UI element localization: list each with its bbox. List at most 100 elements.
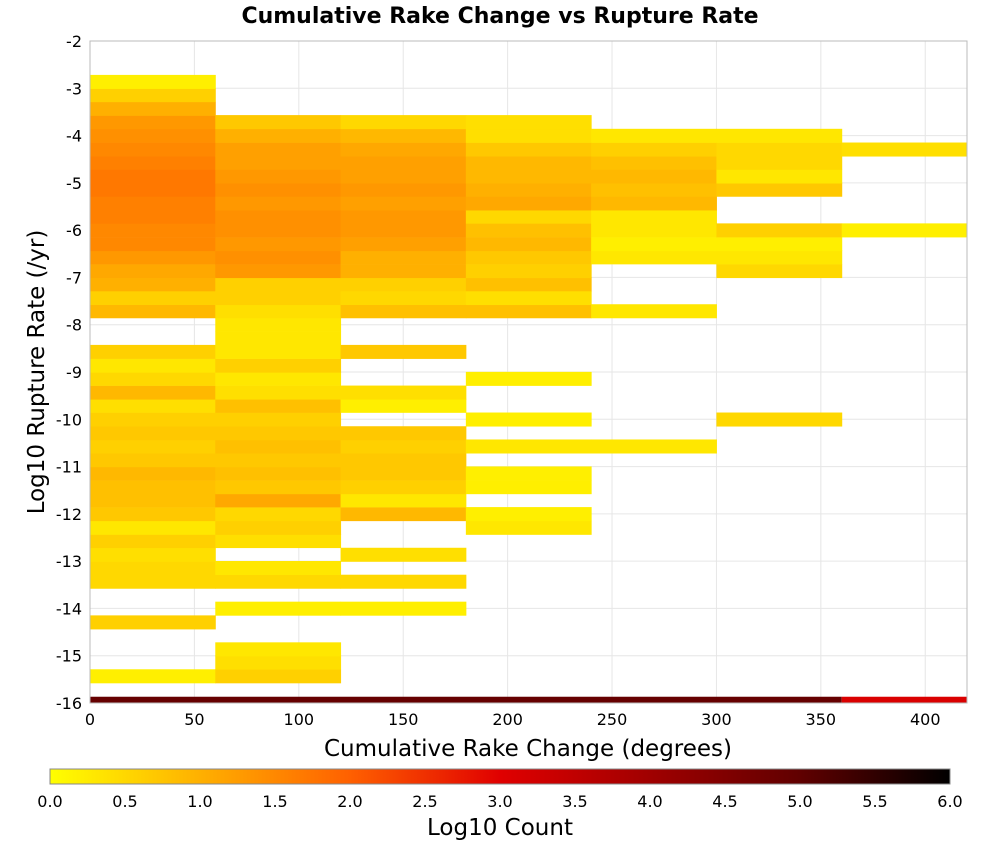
colorbar-tick-label: 1.0 xyxy=(187,792,212,811)
colorbar-label: Log10 Count xyxy=(427,815,573,841)
heatmap-cell xyxy=(716,264,843,279)
heatmap-cell xyxy=(716,412,843,427)
y-tick-label: -9 xyxy=(66,363,82,382)
colorbar-tick-label: 2.5 xyxy=(412,792,437,811)
y-axis-label: Log10 Rupture Rate (/yr) xyxy=(24,230,50,515)
chart-title: Cumulative Rake Change vs Rupture Rate xyxy=(241,4,758,29)
heatmap-cell xyxy=(90,344,216,359)
heatmap-cell xyxy=(90,385,216,400)
heatmap-cell xyxy=(90,669,216,684)
heatmap-cell xyxy=(465,304,592,319)
heatmap-cell xyxy=(841,223,968,238)
heatmap-cell xyxy=(215,371,342,386)
bottom-strip xyxy=(90,696,967,703)
heatmap-cell xyxy=(215,128,342,143)
heatmap-cell xyxy=(90,196,216,211)
heatmap-cell xyxy=(465,520,592,535)
heatmap-cell xyxy=(465,142,592,157)
heatmap-cell xyxy=(90,277,216,292)
heatmap-cell xyxy=(215,277,342,292)
heatmap-cell xyxy=(90,209,216,224)
heatmap-cell xyxy=(340,398,467,413)
heatmap-cell xyxy=(215,534,342,549)
heatmap-cell xyxy=(591,142,717,157)
heatmap-cell xyxy=(215,561,342,576)
heatmap-cell xyxy=(591,250,717,265)
y-tick-label: -7 xyxy=(66,268,82,287)
heatmap-cell xyxy=(716,128,843,143)
heatmap-cell xyxy=(90,453,216,468)
heatmap-cell xyxy=(215,601,342,616)
heatmap-cell xyxy=(340,209,467,224)
heatmap-cell xyxy=(465,277,592,292)
y-tick-label: -8 xyxy=(66,316,82,335)
heatmap-cell xyxy=(215,290,342,306)
y-tick-label: -4 xyxy=(66,127,82,146)
heatmap-cell xyxy=(90,561,216,576)
heatmap-cell xyxy=(340,169,467,184)
heatmap-cell xyxy=(90,426,216,441)
colorbar-ticks: 0.0 0.5 1.0 1.5 2.0 2.5 3.0 3.5 4.0 4.5 5.0 5.5 6.0 xyxy=(37,792,962,811)
heatmap-cell xyxy=(215,439,342,454)
x-tick-label: 350 xyxy=(806,710,837,729)
heatmap-cell xyxy=(465,466,592,481)
heatmap-cell xyxy=(591,182,717,197)
heatmap-cell xyxy=(215,426,342,441)
heatmap-cell xyxy=(716,223,843,238)
heatmap-cell-bottom xyxy=(90,696,842,703)
heatmap-cell xyxy=(340,196,467,211)
heatmap-cell xyxy=(90,534,216,549)
heatmap-cell xyxy=(340,574,467,589)
heatmap-cell xyxy=(465,196,592,211)
heatmap-cell xyxy=(90,439,216,454)
heatmap-cell xyxy=(215,169,342,184)
heatmap-cell xyxy=(340,344,467,359)
heatmap-cell xyxy=(340,223,467,238)
heatmap-cell xyxy=(215,317,342,332)
colorbar-tick-label: 6.0 xyxy=(937,792,962,811)
heatmap-cells xyxy=(90,74,968,684)
heatmap-cell xyxy=(465,182,592,197)
y-tick-label: -15 xyxy=(56,647,82,666)
heatmap-cell xyxy=(340,237,467,252)
heatmap-cell xyxy=(215,250,342,265)
y-tick-labels: -2 -3 -4 -5 -6 -7 -8 -9 -10 -11 -12 -13 -14 -15 -16 xyxy=(56,32,82,713)
heatmap-cell xyxy=(215,182,342,197)
heatmap-cell xyxy=(340,155,467,170)
heatmap-cell xyxy=(215,520,342,535)
heatmap-cell xyxy=(90,466,216,481)
heatmap-cell xyxy=(841,142,968,157)
heatmap-cell xyxy=(90,493,216,508)
x-tick-label: 0 xyxy=(85,710,95,729)
heatmap-cell xyxy=(591,439,717,454)
heatmap-cell xyxy=(465,480,592,495)
heatmap-cell xyxy=(465,371,592,386)
heatmap-cell xyxy=(340,290,467,306)
heatmap-cell xyxy=(215,223,342,238)
x-tick-label: 150 xyxy=(388,710,419,729)
colorbar-tick-label: 5.5 xyxy=(862,792,887,811)
y-tick-label: -5 xyxy=(66,174,82,193)
heatmap-cell xyxy=(215,669,342,684)
heatmap-cell xyxy=(591,128,717,143)
heatmap-cell xyxy=(90,223,216,238)
x-tick-label: 200 xyxy=(492,710,523,729)
heatmap-cell xyxy=(90,155,216,170)
heatmap-cell xyxy=(465,290,592,306)
heatmap-cell xyxy=(591,209,717,224)
heatmap-cell xyxy=(340,264,467,279)
y-tick-label: -3 xyxy=(66,79,82,98)
colorbar xyxy=(49,768,951,785)
heatmap-cell xyxy=(215,209,342,224)
heatmap-cell xyxy=(90,101,216,116)
heatmap-cell xyxy=(215,574,342,589)
colorbar-tick-label: 4.5 xyxy=(712,792,737,811)
heatmap-cell xyxy=(340,547,467,562)
colorbar-tick-label: 1.5 xyxy=(262,792,287,811)
heatmap-cell xyxy=(340,466,467,481)
y-tick-label: -12 xyxy=(56,505,82,524)
heatmap-cell xyxy=(340,115,467,130)
heatmap-cell xyxy=(215,196,342,211)
heatmap-cell xyxy=(340,453,467,468)
